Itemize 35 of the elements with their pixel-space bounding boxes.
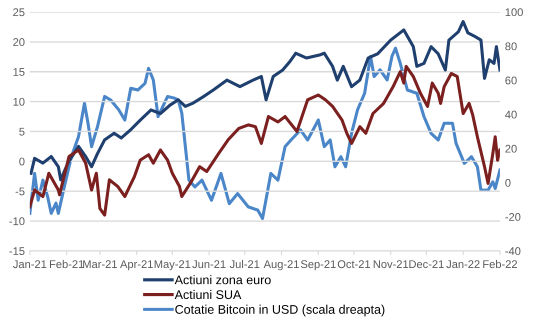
x-tick-label: Jan-21: [13, 260, 46, 268]
y2-tick-label: 20: [505, 144, 517, 153]
x-tick-label: Dec-21: [409, 260, 444, 268]
x-tick-label: Oct-21: [338, 260, 370, 268]
y-tick-label: -15: [9, 247, 25, 256]
y-tick-label: -10: [9, 217, 25, 226]
y-tick-label: -5: [16, 188, 25, 196]
y2-tick-label: 80: [505, 42, 517, 50]
y2-tick-label: 40: [505, 110, 517, 119]
x-tick-label: Apr-21: [120, 260, 153, 270]
x-tick-label: Feb-22: [483, 260, 517, 268]
legend-label: Actiuni SUA: [174, 290, 242, 300]
x-tick-label: Sep-21: [300, 260, 336, 270]
x-tick-label: Jan-22: [446, 260, 480, 268]
y-tick-label: 5: [19, 128, 25, 136]
y2-tick-label: 100: [506, 8, 523, 16]
line-series: [30, 20, 500, 182]
y2-tick-label: 0: [505, 178, 511, 187]
legend-label: Cotatie Bitcoin in USD (scala dreapta): [175, 304, 384, 316]
x-tick-label: Mar-21: [83, 260, 117, 268]
x-tick-label: Jun-21: [192, 260, 226, 268]
x-tick-label: Nov-21: [374, 260, 408, 268]
x-tick-label: Feb-21: [50, 260, 84, 268]
x-tick-label: May-21: [154, 260, 190, 270]
y2-tick-label: -20: [505, 213, 520, 221]
x-tick-label: Aug-21: [264, 260, 299, 270]
x-tick-label: Jul-21: [230, 260, 260, 268]
y2-tick-label: 60: [505, 76, 517, 84]
y2-tick-label: -40: [505, 247, 520, 256]
y-tick-label: 10: [13, 98, 25, 106]
y-tick-label: 0: [19, 158, 25, 166]
y-tick-label: 20: [13, 38, 25, 46]
y-tick-label: 15: [13, 68, 25, 76]
y-tick-label: 25: [13, 8, 25, 16]
legend-label: Actiuni zona euro: [174, 275, 271, 284]
